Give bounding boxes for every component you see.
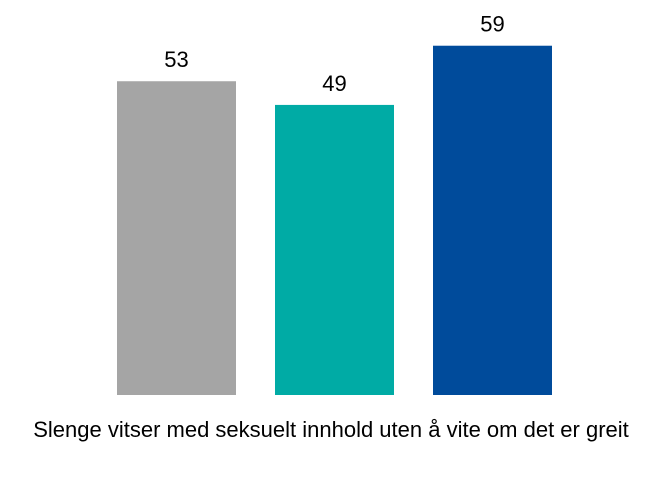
bar — [117, 81, 236, 396]
data-label: 53 — [164, 47, 188, 72]
data-label: 59 — [480, 12, 504, 37]
data-label: 49 — [322, 71, 346, 96]
bar — [433, 45, 552, 395]
x-tick-label: Slenge vitser med seksuelt innhold uten … — [33, 417, 629, 442]
bar — [275, 104, 394, 396]
